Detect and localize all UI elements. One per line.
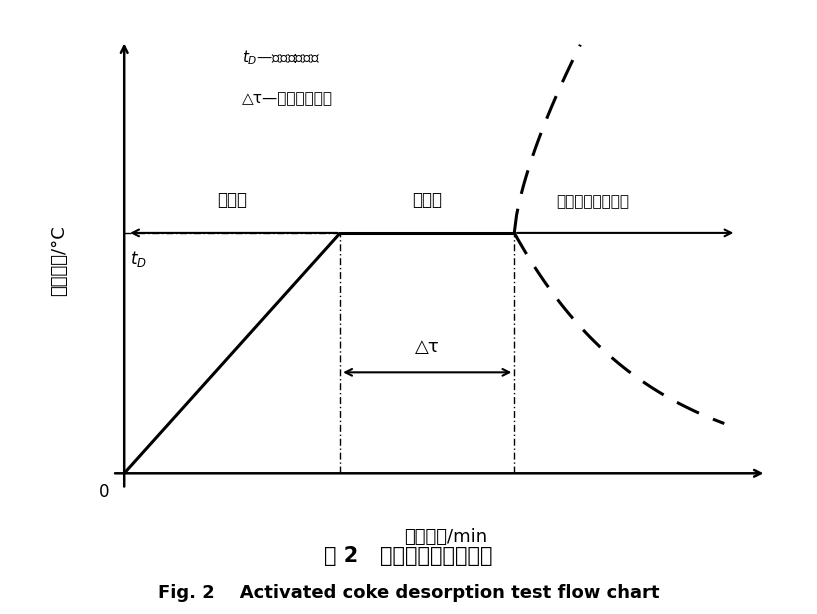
Text: 图 2   活性焦解析试验流程: 图 2 活性焦解析试验流程 <box>324 546 493 565</box>
Text: Fig. 2    Activated coke desorption test flow chart: Fig. 2 Activated coke desorption test fl… <box>158 583 659 602</box>
Text: $t_D$—恒温解析温度: $t_D$—恒温解析温度 <box>242 49 319 67</box>
Text: 解析温度/°C: 解析温度/°C <box>50 225 68 297</box>
Text: 升温段: 升温段 <box>217 191 248 209</box>
Text: $t_D$: $t_D$ <box>130 249 147 269</box>
Text: 恒温段: 恒温段 <box>413 191 442 209</box>
Text: 0: 0 <box>99 483 109 501</box>
Text: △τ—恒温解析时间: △τ—恒温解析时间 <box>242 91 333 106</box>
Text: 解析时间/min: 解析时间/min <box>404 528 487 546</box>
Text: △τ: △τ <box>415 338 440 356</box>
Text: 二次升温或降温段: 二次升温或降温段 <box>556 194 629 209</box>
